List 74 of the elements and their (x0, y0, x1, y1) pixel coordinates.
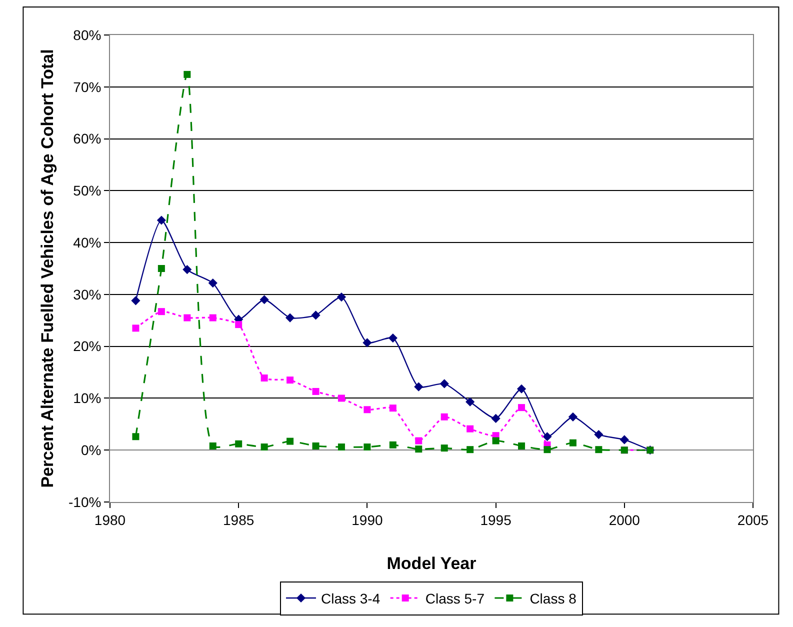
y-tick-label: 40% (73, 234, 102, 250)
point (338, 394, 345, 402)
point (516, 384, 526, 394)
y-tick-label: 20% (73, 338, 102, 354)
y-tick-label: 10% (73, 390, 102, 406)
point (260, 295, 269, 304)
point (338, 444, 345, 450)
point (491, 414, 500, 424)
point (389, 441, 396, 448)
point (364, 406, 371, 414)
y-tick-label: 50% (73, 182, 102, 199)
x-tick-label: 1990 (352, 512, 383, 528)
point (415, 437, 422, 444)
point (132, 433, 140, 440)
legend-label: Class 5-7 (425, 590, 485, 606)
x-tick-label: 2000 (608, 512, 640, 528)
x-axis-title: Model Year (386, 554, 477, 574)
point (364, 444, 371, 450)
x-tick-label: 1980 (94, 512, 126, 528)
point (492, 437, 500, 444)
point (184, 70, 191, 78)
point (569, 439, 576, 446)
point (158, 308, 165, 316)
point (389, 404, 396, 412)
y-tick-label: -10% (68, 494, 102, 510)
point (311, 310, 320, 320)
point (132, 324, 140, 332)
point (518, 404, 526, 412)
y-tick-label: 0% (80, 442, 102, 458)
point (131, 296, 140, 306)
x-tick-label: 1995 (480, 512, 512, 528)
point (158, 265, 165, 272)
point (286, 376, 294, 384)
point (466, 425, 474, 432)
point (235, 440, 242, 448)
point (286, 438, 294, 445)
point (208, 278, 218, 288)
point (440, 379, 449, 388)
point (209, 442, 216, 450)
x-tick-label: 1985 (223, 512, 254, 528)
point (312, 388, 320, 395)
point (415, 446, 422, 453)
point (260, 374, 268, 382)
x-tick-label: 2005 (737, 512, 769, 528)
point (466, 446, 474, 454)
point (156, 216, 166, 225)
point (414, 382, 424, 392)
point (568, 412, 578, 422)
point (209, 314, 216, 322)
point (466, 397, 475, 406)
legend-label: Class 8 (530, 590, 577, 606)
point (285, 313, 295, 322)
point (260, 444, 268, 450)
y-tick-label: 80% (73, 26, 102, 43)
point (595, 446, 602, 454)
point (544, 446, 551, 454)
point (182, 264, 192, 274)
point (235, 321, 242, 328)
point (184, 314, 191, 322)
point (518, 442, 526, 450)
y-tick-label: 70% (73, 78, 102, 95)
y-axis-title: Percent Alternate Fuelled Vehicles of Age Cohort Total (38, 49, 58, 488)
point (594, 430, 604, 440)
point (362, 338, 372, 348)
legend-label: Class 3-4 (321, 590, 380, 606)
point (312, 442, 320, 450)
point (542, 432, 552, 442)
point (440, 413, 448, 420)
point (336, 292, 346, 302)
y-tick-label: 60% (73, 130, 102, 147)
point (388, 333, 398, 343)
y-tick-label: 30% (73, 286, 102, 302)
point (620, 435, 629, 444)
point (440, 444, 448, 452)
